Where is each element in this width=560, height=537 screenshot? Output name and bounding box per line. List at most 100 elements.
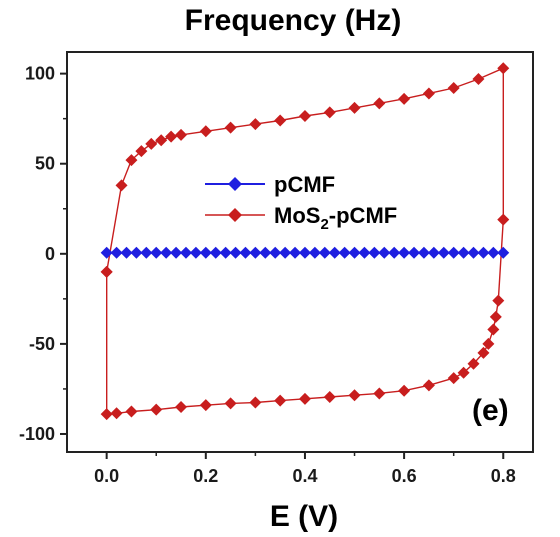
series-point-pcmf bbox=[368, 246, 381, 259]
x-tick-label: 0.0 bbox=[94, 466, 119, 486]
series-point-mos2-pcmf bbox=[100, 408, 113, 421]
x-tick-label: 0.6 bbox=[392, 466, 417, 486]
series-point-mos2-pcmf bbox=[497, 213, 510, 226]
y-tick-label: 0 bbox=[45, 244, 55, 264]
x-tick-label: 0.2 bbox=[193, 466, 218, 486]
series-point-pcmf bbox=[378, 246, 391, 259]
series-point-pcmf bbox=[408, 246, 421, 259]
y-tick-label: 50 bbox=[35, 154, 55, 174]
series-point-mos2-pcmf bbox=[323, 391, 336, 404]
series-point-pcmf bbox=[358, 246, 371, 259]
series-point-pcmf bbox=[487, 246, 500, 259]
series-point-pcmf bbox=[199, 246, 212, 259]
series-point-pcmf bbox=[308, 246, 321, 259]
series-point-mos2-pcmf bbox=[175, 400, 188, 413]
y-tick-label: -100 bbox=[19, 424, 55, 444]
series-point-mos2-pcmf bbox=[348, 101, 361, 114]
series-point-pcmf bbox=[447, 246, 460, 259]
legend-marker-mos2-pcmf bbox=[228, 208, 242, 222]
series-point-pcmf bbox=[338, 246, 351, 259]
series-point-pcmf bbox=[427, 246, 440, 259]
series-point-pcmf bbox=[100, 246, 113, 259]
series-point-mos2-pcmf bbox=[298, 109, 311, 122]
series-point-pcmf bbox=[269, 246, 282, 259]
series-point-mos2-pcmf bbox=[145, 137, 158, 150]
series-point-mos2-pcmf bbox=[125, 154, 138, 167]
series-point-mos2-pcmf bbox=[110, 407, 123, 420]
series-point-pcmf bbox=[398, 246, 411, 259]
series-point-pcmf bbox=[279, 246, 292, 259]
series-point-mos2-pcmf bbox=[447, 372, 460, 385]
series-point-pcmf bbox=[239, 246, 252, 259]
series-point-mos2-pcmf bbox=[398, 384, 411, 397]
series-point-mos2-pcmf bbox=[422, 379, 435, 392]
x-axis-label: E (V) bbox=[270, 500, 338, 533]
series-point-mos2-pcmf bbox=[298, 392, 311, 405]
series-point-pcmf bbox=[437, 246, 450, 259]
series-point-pcmf bbox=[467, 246, 480, 259]
series-point-mos2-pcmf bbox=[224, 121, 237, 134]
series-point-mos2-pcmf bbox=[155, 134, 168, 147]
series-point-mos2-pcmf bbox=[482, 337, 495, 350]
series-point-mos2-pcmf bbox=[467, 357, 480, 370]
series-point-pcmf bbox=[130, 246, 143, 259]
series-point-pcmf bbox=[110, 246, 123, 259]
series-point-mos2-pcmf bbox=[323, 106, 336, 119]
series-point-mos2-pcmf bbox=[373, 97, 386, 110]
series-point-pcmf bbox=[348, 246, 361, 259]
series-point-pcmf bbox=[417, 246, 430, 259]
series-point-pcmf bbox=[219, 246, 232, 259]
series-point-mos2-pcmf bbox=[150, 403, 163, 416]
series-point-mos2-pcmf bbox=[125, 405, 138, 418]
series-point-pcmf bbox=[150, 246, 163, 259]
series-point-pcmf bbox=[497, 246, 510, 259]
series-point-mos2-pcmf bbox=[447, 82, 460, 95]
series-point-pcmf bbox=[170, 246, 183, 259]
series-point-mos2-pcmf bbox=[348, 389, 361, 402]
x-tick-label: 0.4 bbox=[292, 466, 317, 486]
y-tick-label: -50 bbox=[29, 334, 55, 354]
series-point-pcmf bbox=[328, 246, 341, 259]
series-point-pcmf bbox=[209, 246, 222, 259]
axis-ticks: 0.0 0.2 0.4 0.6 0.8 -100 -50 0 50 100 bbox=[19, 64, 516, 486]
series-point-pcmf bbox=[477, 246, 490, 259]
series-point-mos2-pcmf bbox=[373, 387, 386, 400]
series-point-mos2-pcmf bbox=[398, 92, 411, 105]
legend: pCMF MoS2-pCMF bbox=[205, 172, 397, 233]
series-point-mos2-pcmf bbox=[175, 128, 188, 141]
series-point-pcmf bbox=[189, 246, 202, 259]
legend-label-mos2-pcmf: MoS2-pCMF bbox=[274, 203, 397, 233]
series-point-mos2-pcmf bbox=[489, 310, 502, 323]
series-point-mos2-pcmf bbox=[115, 179, 128, 192]
series-point-mos2-pcmf bbox=[472, 73, 485, 86]
series-point-pcmf bbox=[249, 246, 262, 259]
series-point-mos2-pcmf bbox=[477, 346, 490, 359]
series-layer bbox=[100, 62, 510, 421]
series-point-pcmf bbox=[229, 246, 242, 259]
legend-marker-pcmf bbox=[228, 177, 242, 191]
y-tick-label: 100 bbox=[25, 64, 55, 84]
series-line-mos2-pcmf bbox=[105, 67, 504, 415]
series-point-pcmf bbox=[457, 246, 470, 259]
series-point-pcmf bbox=[318, 246, 331, 259]
series-point-pcmf bbox=[120, 246, 133, 259]
series-point-mos2-pcmf bbox=[274, 114, 287, 127]
series-point-mos2-pcmf bbox=[100, 265, 113, 278]
series-point-pcmf bbox=[259, 246, 272, 259]
series-point-mos2-pcmf bbox=[249, 396, 262, 409]
series-point-mos2-pcmf bbox=[487, 323, 500, 336]
series-point-mos2-pcmf bbox=[457, 366, 470, 379]
series-point-mos2-pcmf bbox=[274, 394, 287, 407]
x-tick-label: 0.8 bbox=[491, 466, 516, 486]
panel-label: (e) bbox=[472, 394, 509, 427]
chart-title: Frequency (Hz) bbox=[185, 4, 402, 37]
series-point-pcmf bbox=[179, 246, 192, 259]
legend-label-pcmf: pCMF bbox=[274, 172, 335, 197]
series-point-mos2-pcmf bbox=[199, 125, 212, 138]
series-point-mos2-pcmf bbox=[249, 118, 262, 131]
series-point-pcmf bbox=[388, 246, 401, 259]
series-point-mos2-pcmf bbox=[135, 145, 148, 158]
series-point-mos2-pcmf bbox=[199, 399, 212, 412]
series-point-mos2-pcmf bbox=[422, 87, 435, 100]
